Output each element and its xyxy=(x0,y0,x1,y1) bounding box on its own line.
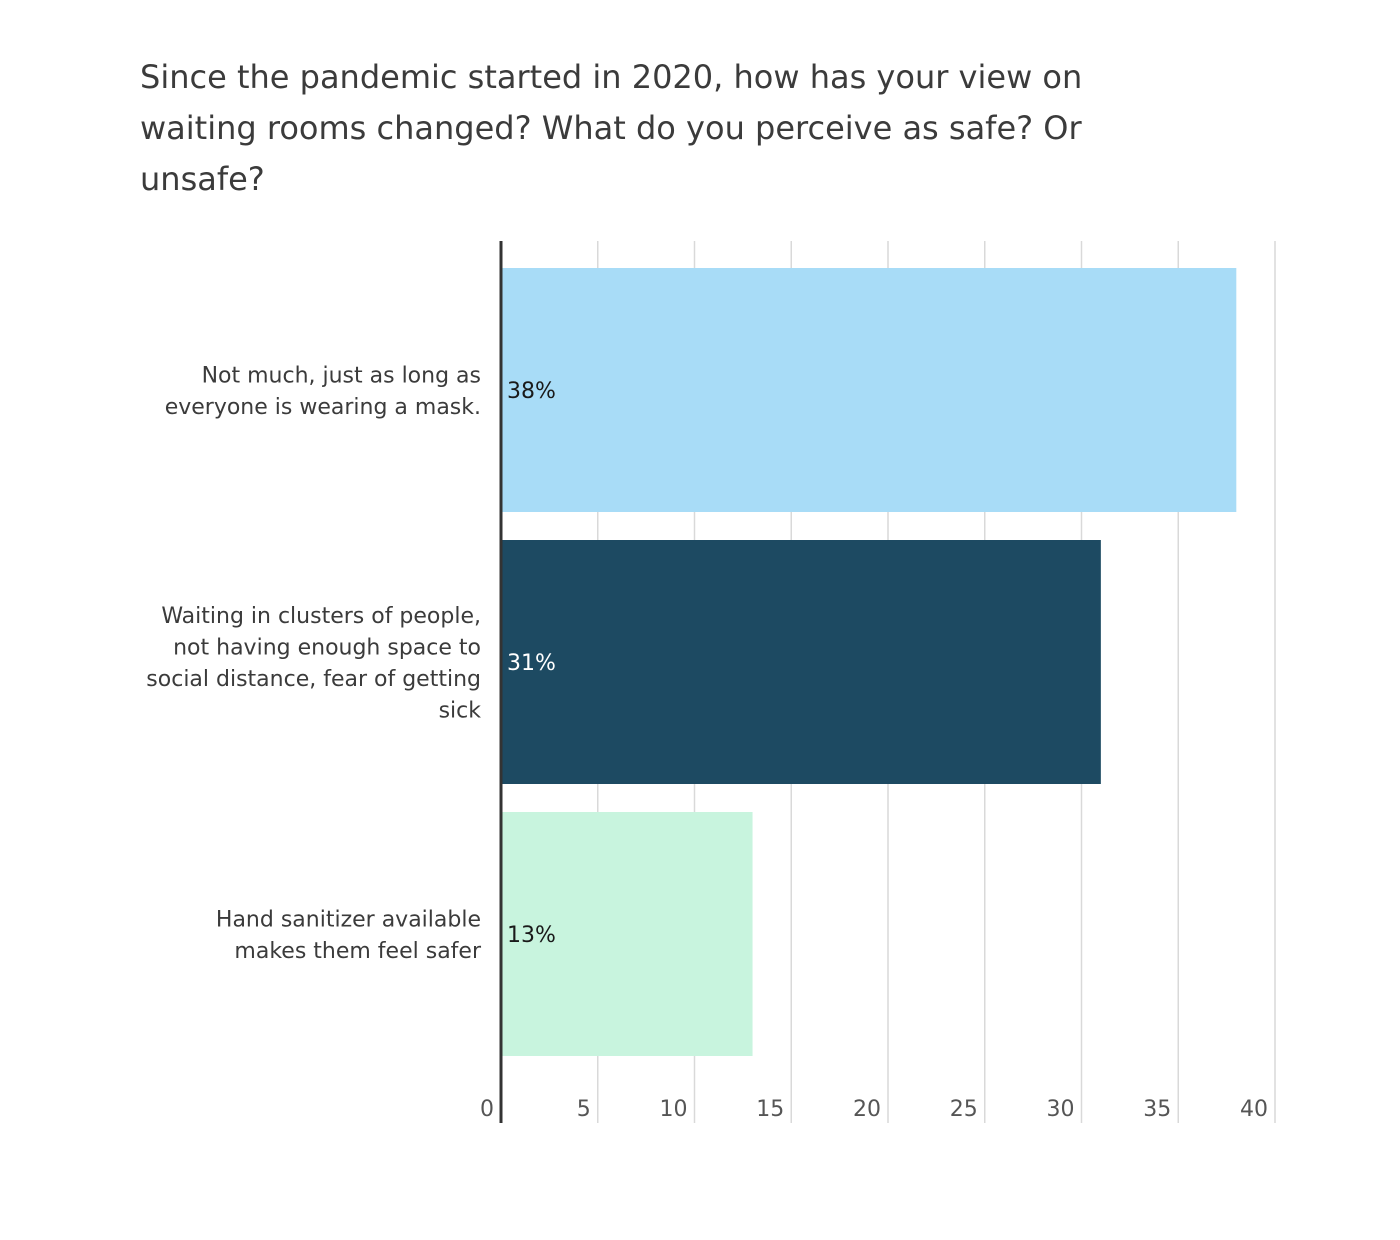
bar-data-label: 13% xyxy=(507,923,556,948)
x-tick-label: 40 xyxy=(1240,1097,1268,1122)
category-label: Not much, just as long as everyone is wea… xyxy=(165,363,481,420)
bar-data-label: 38% xyxy=(507,379,556,404)
bar-data-label: 31% xyxy=(507,651,556,676)
chart-title: Since the pandemic started in 2020, how … xyxy=(140,58,1083,198)
category-label: Waiting in clusters of people, not having… xyxy=(146,604,481,724)
bar xyxy=(501,268,1237,512)
x-tick-label: 25 xyxy=(950,1097,978,1122)
bar xyxy=(501,540,1101,784)
category-labels: Not much, just as long as everyone is wea… xyxy=(146,363,482,964)
bar xyxy=(501,812,753,1056)
x-tick-label: 5 xyxy=(577,1097,591,1122)
x-tick-label: 15 xyxy=(756,1097,784,1122)
category-label: Hand sanitizer available makes them feel … xyxy=(216,907,482,964)
x-tick-label: 10 xyxy=(660,1097,688,1122)
x-tick-label: 0 xyxy=(480,1097,494,1122)
x-tick-label: 20 xyxy=(853,1097,881,1122)
x-tick-label: 30 xyxy=(1047,1097,1075,1122)
x-tick-label: 35 xyxy=(1143,1097,1171,1122)
x-axis-ticks: 0 5 10 15 20 25 30 35 40 xyxy=(480,1097,1268,1122)
bars: 38% 31% 13% xyxy=(501,268,1237,1056)
